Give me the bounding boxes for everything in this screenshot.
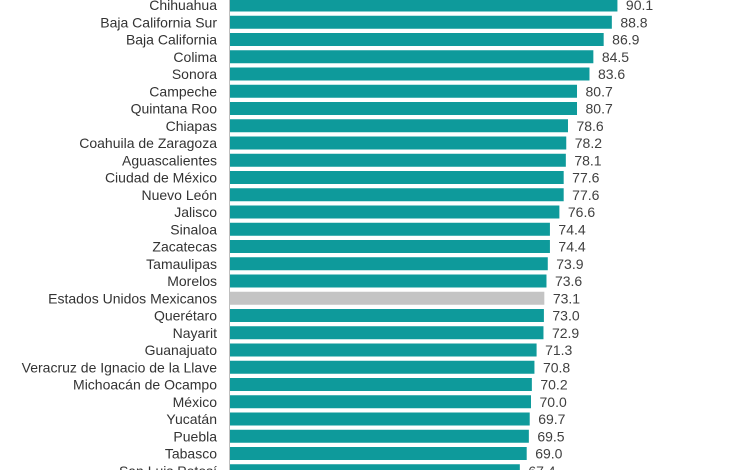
value-label: 69.0 <box>535 446 562 462</box>
labels-group: Chihuahua 90.1 Baja California Sur 88.8 Baja… <box>22 0 654 470</box>
category-label: Chihuahua <box>149 0 217 13</box>
bar <box>230 274 547 288</box>
bar <box>230 360 535 374</box>
value-label: 78.2 <box>575 135 602 151</box>
bar <box>230 429 529 443</box>
category-label: Morelos <box>167 273 217 289</box>
value-label: 71.3 <box>545 342 572 358</box>
value-label: 74.4 <box>558 221 585 237</box>
category-label: Coahuila de Zaragoza <box>79 135 217 151</box>
bar <box>230 343 537 357</box>
category-label: Tamaulipas <box>146 256 217 272</box>
category-label: Baja California <box>126 32 217 48</box>
value-label: 80.7 <box>586 101 613 117</box>
bar <box>230 395 531 409</box>
bar <box>230 84 578 98</box>
category-label: Baja California Sur <box>100 14 217 30</box>
value-label: 67.4 <box>528 463 555 470</box>
category-label: Querétaro <box>154 308 217 324</box>
category-label: Puebla <box>173 428 217 444</box>
value-label: 88.8 <box>620 14 647 30</box>
bar <box>230 378 532 391</box>
bar <box>230 33 604 46</box>
value-label: 73.1 <box>553 290 580 306</box>
category-label: Sonora <box>172 66 217 82</box>
bar <box>230 188 564 202</box>
bar <box>230 222 550 236</box>
value-label: 69.7 <box>538 411 565 427</box>
bar <box>230 309 544 322</box>
value-label: 69.5 <box>537 428 564 444</box>
category-label: Quintana Roo <box>131 101 218 117</box>
category-label: Jalisco <box>174 204 217 220</box>
value-label: 74.4 <box>558 239 585 255</box>
bar <box>230 50 594 64</box>
category-label: Tabasco <box>165 446 217 462</box>
category-label: Estados Unidos Mexicanos <box>48 290 217 306</box>
category-label: Zacatecas <box>152 239 217 255</box>
value-label: 84.5 <box>602 49 629 65</box>
category-label: Nuevo León <box>141 187 217 203</box>
category-label: Yucatán <box>166 411 217 427</box>
category-label: Nayarit <box>173 325 217 341</box>
category-label: Sinaloa <box>170 221 217 237</box>
bar <box>230 136 567 150</box>
bar <box>230 447 527 460</box>
bar <box>230 153 566 167</box>
value-label: 77.6 <box>572 187 599 203</box>
category-label: Campeche <box>149 83 217 99</box>
bar <box>230 171 564 184</box>
value-label: 73.6 <box>555 273 582 289</box>
value-label: 90.1 <box>626 0 653 13</box>
value-label: 77.6 <box>572 170 599 186</box>
category-label: Veracruz de Ignacio de la Llave <box>22 359 218 375</box>
bar <box>230 15 612 29</box>
bar <box>230 464 520 470</box>
bar <box>230 119 568 133</box>
category-label: Guanajuato <box>145 342 218 358</box>
bars-group <box>230 0 618 470</box>
value-label: 76.6 <box>568 204 595 220</box>
bar <box>230 257 548 271</box>
bar <box>230 102 578 115</box>
category-label: San Luis Potosí <box>119 463 217 470</box>
category-label: Chiapas <box>166 118 217 134</box>
value-label: 73.0 <box>552 308 579 324</box>
value-label: 78.1 <box>574 152 601 168</box>
category-label: México <box>173 394 218 410</box>
bar <box>230 205 560 219</box>
bar <box>230 412 530 426</box>
value-label: 86.9 <box>612 32 639 48</box>
value-label: 72.9 <box>552 325 579 341</box>
value-label: 83.6 <box>598 66 625 82</box>
bar <box>230 326 544 340</box>
bar-highlight <box>230 291 545 305</box>
value-label: 70.8 <box>543 359 570 375</box>
value-label: 73.9 <box>556 256 583 272</box>
category-label: Michoacán de Ocampo <box>73 377 217 393</box>
value-label: 80.7 <box>586 83 613 99</box>
category-label: Aguascalientes <box>122 152 217 168</box>
category-label: Colima <box>173 49 217 65</box>
bar <box>230 67 590 81</box>
value-label: 70.0 <box>540 394 567 410</box>
value-label: 70.2 <box>540 377 567 393</box>
bar <box>230 240 550 253</box>
bar <box>230 0 618 12</box>
value-label: 78.6 <box>576 118 603 134</box>
category-label: Ciudad de México <box>105 170 217 186</box>
